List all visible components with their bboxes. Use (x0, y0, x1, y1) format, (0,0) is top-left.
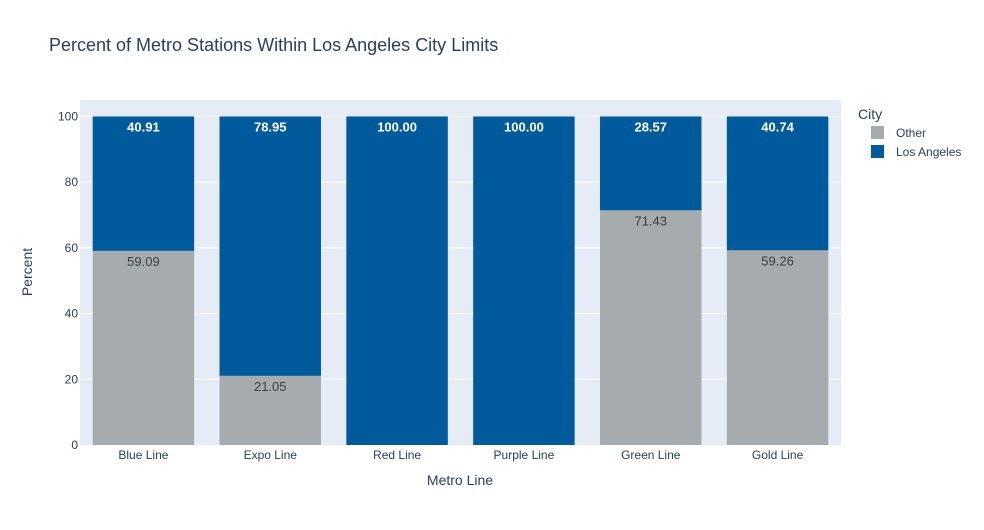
bar-los-angeles-gold-line[interactable] (726, 116, 829, 251)
bar-other-gold-line[interactable] (726, 250, 829, 445)
y-axis-ticks: 0 20 40 60 80 100 (58, 109, 78, 452)
y-tick-label: 0 (71, 438, 78, 452)
x-axis-title: Metro Line (427, 472, 493, 488)
data-label-other-gold-line: 59.26 (761, 253, 794, 268)
bar-los-angeles-green-line[interactable] (600, 116, 702, 211)
bar-los-angeles-expo-line[interactable] (219, 116, 321, 376)
y-tick-label: 60 (65, 241, 79, 255)
bars (92, 116, 829, 445)
y-axis-title: Percent (19, 248, 35, 296)
x-tick-label: Expo Line (244, 448, 298, 462)
x-tick-label: Green Line (621, 448, 681, 462)
bar-other-blue-line[interactable] (92, 250, 195, 445)
legend-swatch-los-angeles[interactable] (871, 145, 884, 158)
x-axis-ticks: Blue Line Expo Line Red Line Purple Line Gre… (118, 448, 803, 462)
y-tick-label: 100 (58, 109, 78, 123)
x-tick-label: Blue Line (118, 448, 168, 462)
y-tick-label: 20 (65, 372, 79, 386)
legend-label-los-angeles[interactable]: Los Angeles (896, 145, 961, 159)
bar-other-expo-line[interactable] (219, 375, 321, 445)
data-label-other-expo-line: 21.05 (254, 379, 287, 394)
plot-area (80, 100, 841, 445)
legend-title: City (858, 106, 882, 122)
bar-los-angeles-blue-line[interactable] (92, 116, 195, 251)
chart-title: Percent of Metro Stations Within Los Ang… (49, 35, 498, 55)
y-tick-label: 40 (65, 307, 79, 321)
y-tick-label: 80 (65, 175, 79, 189)
x-tick-label: Gold Line (752, 448, 804, 462)
data-label-other-blue-line: 59.09 (127, 254, 160, 269)
gridlines (80, 115, 841, 380)
data-label-los-angeles-blue-line: 40.91 (127, 119, 160, 134)
data-label-los-angeles-expo-line: 78.95 (254, 119, 287, 134)
x-tick-label: Purple Line (494, 448, 555, 462)
data-label-los-angeles-gold-line: 40.74 (761, 119, 794, 134)
legend-label-other[interactable]: Other (896, 126, 926, 140)
legend: City Other Los Angeles (858, 106, 961, 159)
x-tick-label: Red Line (373, 448, 421, 462)
data-labels: 59.09 40.91 21.05 78.95 100.00 100.00 71.43 28.… (127, 119, 794, 393)
legend-swatch-other[interactable] (871, 126, 884, 139)
data-label-other-green-line: 71.43 (634, 213, 667, 228)
bar-los-angeles-purple-line[interactable] (473, 116, 575, 445)
data-label-los-angeles-green-line: 28.57 (634, 119, 667, 134)
bar-los-angeles-red-line[interactable] (346, 116, 448, 445)
data-label-los-angeles-red-line: 100.00 (377, 119, 417, 134)
data-label-los-angeles-purple-line: 100.00 (504, 119, 544, 134)
bar-other-green-line[interactable] (600, 210, 702, 445)
